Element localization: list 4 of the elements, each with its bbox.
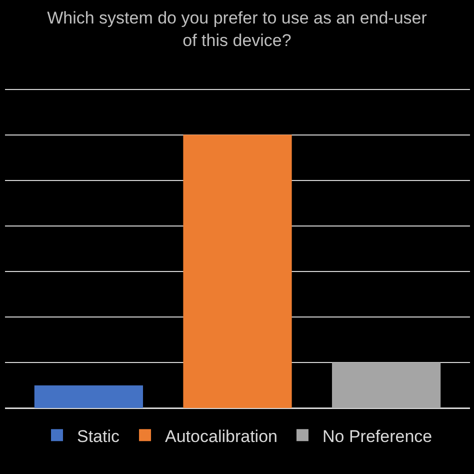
legend-label: Autocalibration — [165, 426, 278, 446]
chart-title: Which system do you prefer to use as an end-user of this device? — [47, 8, 428, 50]
legend-label: No Preference — [322, 426, 432, 446]
legend-label: Static — [77, 426, 120, 446]
